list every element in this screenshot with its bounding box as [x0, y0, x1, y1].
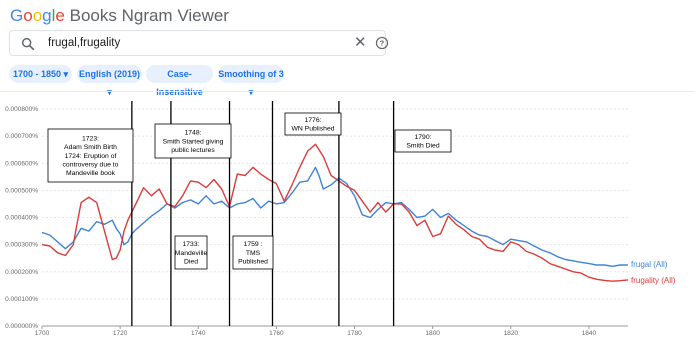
annotation-text: 1723:	[82, 136, 99, 143]
y-tick-label: 0.000300%	[5, 242, 38, 249]
x-tick-label: 1760	[269, 330, 284, 337]
annotation-text: 1724: Eruption of	[65, 153, 117, 160]
google-letter: g	[42, 6, 52, 25]
google-letter: o	[32, 6, 43, 25]
annotation-text: Died	[184, 258, 198, 265]
google-wordmark: Google	[10, 6, 65, 25]
annotation-text: public lectures	[171, 147, 215, 154]
y-tick-label: 0.000600%	[5, 160, 38, 167]
annotation-box	[154, 123, 232, 159]
legend-label: frugal (All)	[631, 260, 668, 269]
close-icon[interactable]: ✕	[354, 34, 367, 51]
x-tick-label: 1840	[582, 330, 597, 337]
chevron-down-icon: ▾	[63, 69, 69, 79]
smoothing-label: Smoothing of 3	[218, 69, 284, 79]
annotation-text: TMS	[246, 250, 261, 257]
year-range-dropdown[interactable]: 1700 - 1850 ▾	[9, 65, 72, 83]
google-letter: G	[10, 6, 24, 25]
series-line-frugality	[41, 143, 629, 282]
annotation-box	[232, 235, 274, 270]
annotation-text: Published	[238, 258, 268, 265]
google-letter: o	[23, 6, 33, 25]
toolbar-divider	[0, 91, 694, 92]
y-tick-label: 0.000400%	[5, 215, 38, 222]
chevron-down-icon: ▾	[248, 87, 254, 97]
annotation-text: 1759 :	[244, 241, 263, 248]
annotation-box	[174, 235, 208, 270]
corpus-dropdown[interactable]: English (2019) ▾	[77, 65, 142, 97]
y-tick-label: 0.000100%	[5, 296, 38, 303]
google-letter: e	[55, 6, 65, 25]
annotation-text: WN Published	[291, 126, 334, 133]
annotation-box	[47, 128, 134, 183]
x-tick-label: 1820	[504, 330, 519, 337]
app-title: Books Ngram Viewer	[64, 6, 229, 25]
y-tick-label: 0.000700%	[5, 133, 38, 140]
app-logo[interactable]: Google Books Ngram Viewer	[10, 6, 229, 26]
annotation-box	[284, 112, 342, 136]
google-letter: l	[51, 6, 56, 25]
annotation-text: 1790:	[414, 134, 431, 141]
case-label: Case-Insensitive	[156, 69, 203, 97]
help-circle-icon[interactable]: ?	[375, 36, 389, 50]
y-tick-label: 0.000200%	[5, 269, 38, 276]
search-icon[interactable]	[20, 36, 36, 52]
annotation-text: Mandeville	[175, 250, 208, 257]
x-tick-label: 1780	[347, 330, 362, 337]
search-box[interactable]: frugal,frugality ✕ ?	[9, 30, 389, 56]
annotation-text: Smith Started giving	[163, 138, 224, 145]
y-tick-label: 0.000500%	[5, 187, 38, 194]
case-toggle[interactable]: Case-Insensitive	[146, 65, 213, 97]
chevron-down-icon: ▾	[107, 87, 112, 97]
year-range-label: 1700 - 1850	[12, 69, 61, 79]
x-tick-label: 1700	[35, 330, 50, 337]
annotation-text: Adam Smith Birth	[64, 144, 117, 151]
x-tick-label: 1800	[425, 330, 440, 337]
annotation-text: Mandeville book	[66, 170, 116, 177]
annotation-text: 1748:	[184, 130, 201, 137]
annotation-box	[394, 129, 452, 153]
corpus-label: English (2019)	[78, 69, 141, 79]
search-input[interactable]: frugal,frugality	[48, 37, 121, 49]
annotation-text: controversy due to	[63, 161, 119, 168]
svg-text:?: ?	[380, 39, 385, 48]
legend-label: frugality (All)	[631, 276, 676, 285]
series-line-frugal	[41, 166, 628, 267]
annotation-text: 1776:	[304, 117, 321, 124]
x-tick-label: 1720	[113, 330, 128, 337]
y-tick-label: 0.000000%	[5, 323, 38, 330]
smoothing-dropdown[interactable]: Smoothing of 3 ▾	[218, 65, 284, 97]
x-tick-label: 1740	[191, 330, 206, 337]
annotation-text: Smith Died	[406, 143, 439, 150]
annotation-text: 1733:	[182, 241, 199, 248]
y-tick-label: 0.000800%	[5, 106, 38, 113]
